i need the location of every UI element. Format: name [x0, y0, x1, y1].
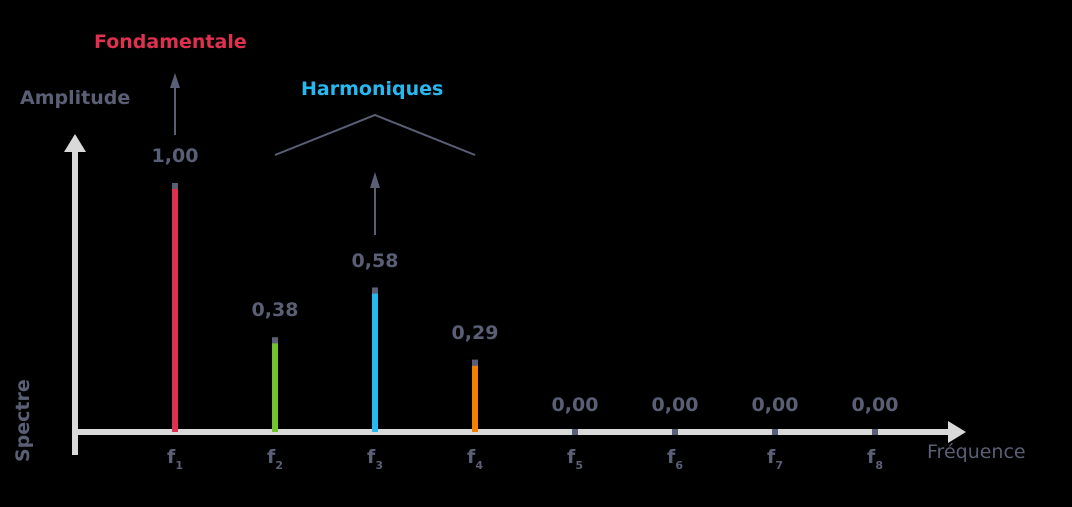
harmoniques-bracket [274, 113, 476, 156]
y-axis-arrow-icon [64, 134, 86, 152]
bar-cap-f2 [272, 337, 278, 344]
x-axis-arrow-icon [948, 421, 966, 443]
harmoniques-label: Harmoniques [301, 78, 444, 100]
bar-f3 [372, 287, 378, 432]
bar-cap-f5 [572, 429, 578, 435]
bar-cap-f6 [672, 429, 678, 435]
bar-f1 [172, 183, 178, 432]
harmoniques-arrow-icon [370, 172, 380, 188]
bar-cap-f1 [172, 183, 178, 189]
chart-title-spectre: Spectre [12, 379, 34, 462]
tick-f4: f4 [467, 446, 483, 472]
tick-f5: f5 [567, 446, 583, 472]
value-label-f6: 0,00 [651, 394, 699, 416]
value-label-f7: 0,00 [751, 394, 799, 416]
fondamentale-arrow-icon [170, 73, 180, 88]
tick-f7: f7 [767, 446, 783, 472]
x-axis-label: Fréquence [927, 441, 1026, 463]
bar-cap-f3 [372, 287, 378, 294]
tick-f1: f1 [167, 446, 183, 472]
y-axis-label: Amplitude [20, 87, 131, 109]
bar-f4 [472, 359, 478, 432]
value-label-f5: 0,00 [551, 394, 599, 416]
bar-cap-f4 [472, 359, 478, 366]
tick-f3: f3 [367, 446, 383, 472]
tick-f8: f8 [867, 446, 883, 472]
value-label-f2: 0,38 [251, 299, 299, 322]
bar-f2 [272, 337, 278, 432]
tick-f2: f2 [267, 446, 283, 472]
bar-cap-f8 [872, 429, 878, 435]
value-label-f4: 0,29 [451, 321, 499, 344]
tick-f6: f6 [667, 446, 683, 472]
bar-cap-f7 [772, 429, 778, 435]
value-label-f3: 0,58 [351, 249, 399, 272]
fondamentale-label: Fondamentale [94, 31, 247, 53]
value-label-f8: 0,00 [851, 394, 899, 416]
value-label-f1: 1,00 [151, 145, 199, 167]
